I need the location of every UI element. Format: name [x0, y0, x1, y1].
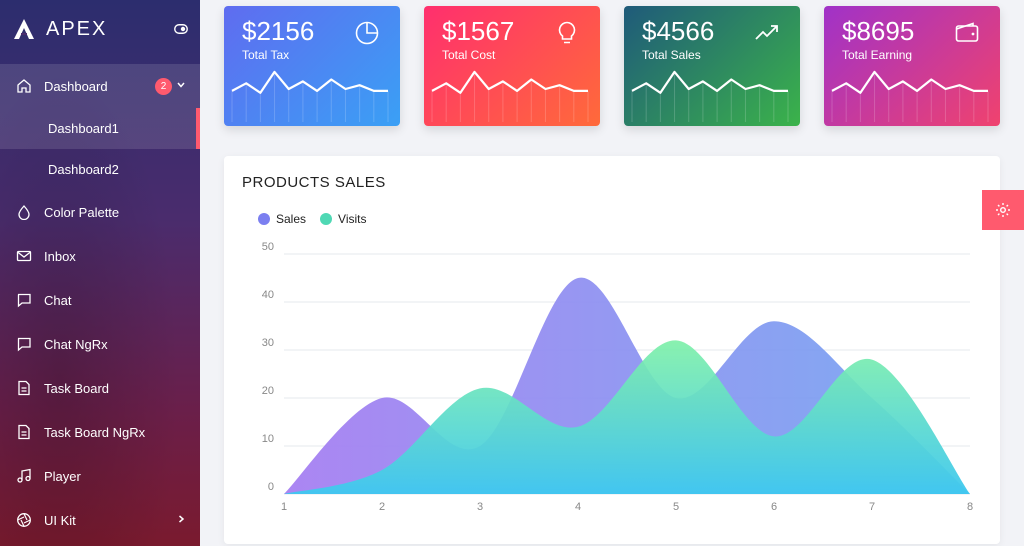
chat-icon: [16, 336, 32, 352]
aperture-icon: [16, 512, 32, 528]
y-tick-label: 20: [262, 385, 274, 397]
chart-legend: Sales Visits: [258, 212, 366, 226]
sidebar-item-ui-kit[interactable]: UI Kit: [0, 498, 200, 542]
x-tick-label: 4: [575, 501, 581, 513]
stat-value: $1567: [442, 16, 515, 46]
sparkline: [231, 70, 389, 122]
sidebar-item-label: Task Board NgRx: [44, 424, 146, 440]
sidebar-subitem-dashboard1[interactable]: Dashboard1: [0, 108, 200, 149]
sidebar-item-color-palette[interactable]: Color Palette: [0, 190, 200, 234]
mail-icon: [16, 248, 32, 264]
x-tick-label: 8: [967, 501, 973, 513]
stat-label: Total Cost: [442, 48, 496, 62]
chevron-right-icon: [179, 515, 185, 523]
sidebar-item-task-board-ngrx[interactable]: Task Board NgRx: [0, 410, 200, 454]
sidebar-item-chat-ngrx[interactable]: Chat NgRx: [0, 322, 200, 366]
x-tick-label: 7: [869, 501, 875, 513]
home-icon: [16, 78, 32, 94]
trending-up-icon: [755, 25, 778, 40]
sparkline: [831, 70, 989, 122]
sidebar: APEX Dashboard 2 Dashboard1 Dashboard2 C…: [0, 0, 200, 546]
sidebar-item-label: Task Board: [44, 380, 110, 396]
sidebar-item-label: Inbox: [44, 248, 76, 264]
file-icon: [16, 380, 32, 396]
chevron-down-icon: [177, 82, 185, 88]
x-tick-label: 1: [281, 501, 287, 513]
sidebar-item-label: Dashboard: [44, 78, 108, 94]
sidebar-item-dashboard[interactable]: Dashboard 2: [0, 64, 200, 108]
stat-label: Total Earning: [842, 48, 913, 62]
area-chart: 0 10 20 30 40 50 1 2 3 4 5 6 7 8: [262, 241, 973, 513]
x-tick-label: 5: [673, 501, 679, 513]
sidebar-item-task-board[interactable]: Task Board: [0, 366, 200, 410]
x-tick-label: 3: [477, 501, 483, 513]
chat-icon: [16, 292, 32, 308]
sidebar-item-label: Dashboard2: [48, 162, 119, 177]
panel-title: PRODUCTS SALES: [242, 174, 386, 191]
legend-dot: [320, 213, 333, 225]
app-logo[interactable]: APEX: [12, 14, 107, 44]
pie-chart-icon: [355, 21, 379, 45]
sparkline: [631, 70, 789, 122]
legend-dot: [258, 213, 270, 225]
app-name: APEX: [46, 17, 108, 40]
legend-label: Visits: [338, 212, 367, 226]
notification-badge: 2: [155, 78, 172, 95]
file-icon: [16, 424, 32, 440]
sidebar-item-label: Color Palette: [44, 204, 120, 220]
sidebar-item-player[interactable]: Player: [0, 454, 200, 498]
sidebar-item-label: UI Kit: [44, 512, 76, 528]
sidebar-item-label: Player: [44, 468, 81, 484]
droplet-icon: [16, 204, 32, 220]
sidebar-nav: Dashboard 2 Dashboard1 Dashboard2 Color …: [0, 64, 200, 542]
y-tick-label: 30: [262, 337, 274, 349]
wallet-icon: [955, 22, 979, 42]
stat-card-total-cost[interactable]: $1567 Total Cost: [424, 6, 600, 126]
x-tick-label: 2: [379, 501, 385, 513]
music-icon: [16, 468, 32, 484]
sidebar-item-inbox[interactable]: Inbox: [0, 234, 200, 278]
sparkline-path: [831, 70, 988, 94]
bulb-icon: [558, 21, 576, 44]
apex-logo-icon: [14, 19, 34, 39]
sidebar-item-chat[interactable]: Chat: [0, 278, 200, 322]
legend-item-sales[interactable]: Sales: [258, 212, 306, 226]
stat-value: $2156: [242, 16, 315, 46]
y-tick-label: 50: [262, 241, 274, 253]
stat-card-total-earning[interactable]: $8695 Total Earning: [824, 6, 1000, 126]
sidebar-item-label: Chat: [44, 292, 72, 308]
stat-card-total-sales[interactable]: $4566 Total Sales: [624, 6, 800, 126]
stat-label: Total Sales: [642, 48, 701, 62]
stat-label: Total Tax: [242, 48, 290, 62]
sparkline: [431, 70, 589, 122]
stat-value: $4566: [642, 16, 715, 46]
legend-label: Sales: [276, 212, 307, 226]
y-tick-label: 10: [262, 433, 274, 445]
stat-value: $8695: [842, 16, 915, 46]
y-tick-label: 0: [268, 481, 274, 493]
sparkline-path: [631, 70, 788, 94]
sidebar-item-label: Dashboard1: [48, 121, 119, 136]
sparkline-path: [431, 70, 588, 94]
products-sales-panel: PRODUCTS SALES Sales Visits 0 10 20 30 40 50 1…: [224, 156, 1000, 544]
sidebar-subitem-dashboard2[interactable]: Dashboard2: [0, 149, 200, 190]
y-tick-label: 40: [262, 289, 274, 301]
gear-icon: [996, 203, 1010, 217]
stat-card-total-tax[interactable]: $2156 Total Tax: [224, 6, 400, 126]
legend-item-visits[interactable]: Visits: [320, 212, 366, 226]
customizer-button[interactable]: [982, 190, 1024, 230]
series-area-visits[interactable]: [284, 340, 970, 494]
x-tick-label: 6: [771, 501, 777, 513]
sidebar-item-label: Chat NgRx: [44, 336, 108, 352]
sparkline-path: [231, 70, 388, 94]
sidebar-toggle-icon[interactable]: [174, 24, 188, 34]
